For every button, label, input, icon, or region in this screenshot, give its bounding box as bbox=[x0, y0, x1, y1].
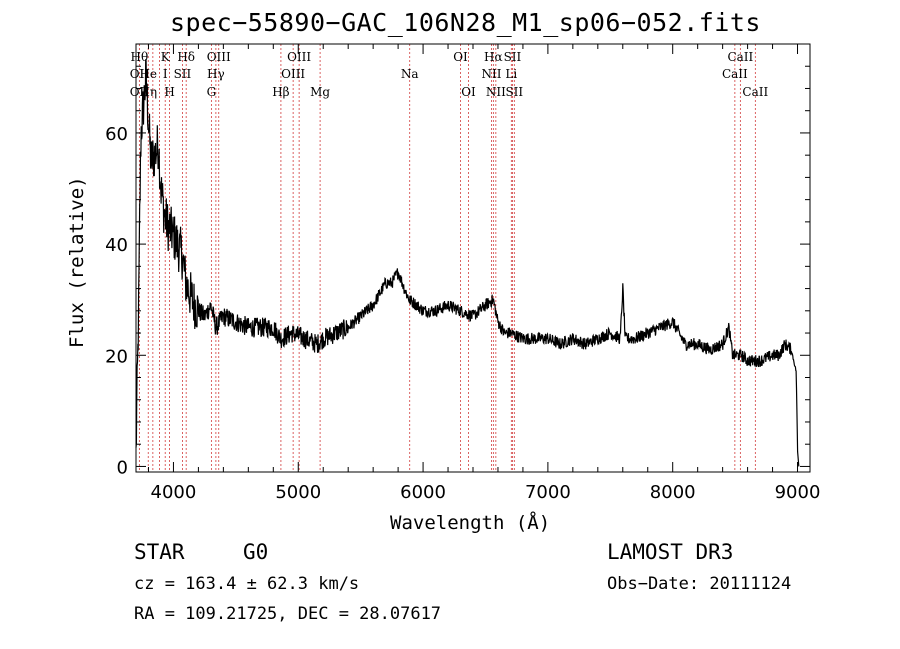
line-label: NII bbox=[481, 67, 501, 81]
y-tick-label: 40 bbox=[105, 235, 128, 256]
line-label: Na bbox=[401, 67, 419, 81]
line-label: He bbox=[139, 67, 157, 81]
line-label: Hα bbox=[484, 50, 503, 64]
line-label: OIII bbox=[281, 67, 305, 81]
line-label: G bbox=[207, 85, 217, 99]
y-axis-label: Flux (relative) bbox=[66, 176, 88, 348]
line-label: SII bbox=[505, 85, 523, 99]
line-label: NII bbox=[486, 85, 506, 99]
redshift-text: cz = 163.4 ± 62.3 km/s bbox=[134, 574, 360, 594]
plot-frame bbox=[135, 43, 811, 473]
obs-date: Obs−Date: 20111124 bbox=[607, 574, 792, 594]
emission-line-labels: HθOIIOIIHeHηKIHSIIHδGHγOIIIHβOIIIOIIIMgN… bbox=[130, 50, 769, 99]
line-label: CaII bbox=[722, 67, 748, 81]
y-tick-label: 20 bbox=[105, 346, 128, 367]
line-label: Hδ bbox=[177, 50, 195, 64]
line-label: CaII bbox=[727, 50, 753, 64]
coordinates: RA = 109.21725, DEC = 28.07617 bbox=[134, 604, 442, 624]
line-label: CaII bbox=[742, 85, 768, 99]
object-class: STAR bbox=[134, 540, 185, 564]
line-label: Li bbox=[505, 67, 517, 81]
x-tick-label: 9000 bbox=[775, 482, 821, 503]
line-label: OI bbox=[461, 85, 476, 99]
x-axis-label: Wavelength (Å) bbox=[390, 512, 551, 534]
line-label: Hβ bbox=[272, 85, 289, 99]
x-tick-label: 5000 bbox=[275, 482, 321, 503]
y-tick-label: 60 bbox=[105, 124, 128, 145]
line-label: K bbox=[161, 50, 171, 64]
line-label: Hγ bbox=[207, 67, 225, 81]
x-tick-label: 8000 bbox=[650, 482, 696, 503]
line-label: OII bbox=[130, 67, 150, 81]
line-label: Hθ bbox=[131, 50, 149, 64]
tick-labels: 4000 5000 6000 7000 8000 9000 0 20 40 60 bbox=[105, 124, 820, 503]
line-label: OIII bbox=[207, 50, 231, 64]
survey-label: LAMOST DR3 bbox=[607, 540, 734, 564]
line-label: OI bbox=[453, 50, 468, 64]
spectrum-line bbox=[135, 59, 800, 467]
y-tick-label: 0 bbox=[117, 457, 128, 478]
x-tick-label: 7000 bbox=[525, 482, 571, 503]
line-label: OIII bbox=[287, 50, 311, 64]
line-label: Mg bbox=[310, 85, 330, 99]
line-label: SII bbox=[504, 50, 522, 64]
x-tick-label: 6000 bbox=[400, 482, 446, 503]
plot-axes bbox=[135, 43, 811, 473]
line-label: H bbox=[164, 85, 174, 99]
chart-title: spec−55890−GAC_106N28_M1_sp06−052.fits bbox=[170, 8, 761, 37]
x-tick-label: 4000 bbox=[151, 482, 197, 503]
line-label: I bbox=[163, 67, 168, 81]
subclass: G0 bbox=[243, 540, 269, 564]
emission-line-markers bbox=[138, 44, 756, 472]
line-label: SII bbox=[174, 67, 192, 81]
